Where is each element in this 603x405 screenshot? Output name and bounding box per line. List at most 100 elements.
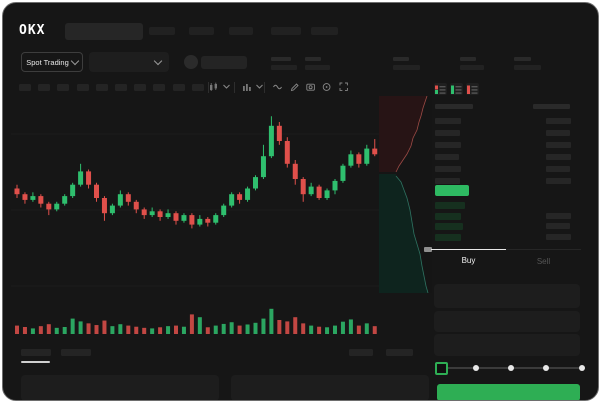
timeframe-button[interactable]	[172, 84, 185, 91]
volume-bar	[317, 326, 322, 334]
candle-body	[173, 213, 179, 221]
timeframe-button[interactable]	[76, 84, 89, 91]
market-type-dropdown[interactable]: Spot Trading	[21, 52, 83, 72]
okx-app-window: OKX Spot Trading Buy Sell	[2, 2, 599, 401]
volume-bar	[15, 325, 19, 334]
footer-tab-2[interactable]	[61, 349, 91, 356]
orderbook-asks-icon[interactable]	[466, 83, 479, 95]
candle-body	[260, 156, 266, 178]
volume-bar	[333, 325, 337, 334]
timeframe-button[interactable]	[191, 84, 204, 91]
ask-amount	[546, 118, 571, 124]
volume-bar	[325, 327, 330, 334]
orderbook-bids-icon[interactable]	[450, 83, 463, 95]
volume-bar	[237, 325, 242, 334]
order-field-2[interactable]	[434, 311, 580, 332]
order-field-3[interactable]	[434, 334, 580, 356]
volume-bar	[30, 328, 35, 334]
pencil-icon[interactable]	[290, 82, 300, 92]
candle-body	[364, 148, 370, 164]
candle-body	[86, 171, 92, 185]
volume-bar	[166, 326, 171, 334]
slider-step-dot[interactable]	[473, 365, 479, 371]
amount-slider-handle[interactable]	[435, 362, 448, 375]
volume-bar	[62, 327, 67, 334]
ask-price	[435, 154, 459, 160]
bars-icon[interactable]	[242, 82, 252, 92]
expand-icon[interactable]	[339, 82, 349, 92]
ask-row[interactable]	[431, 128, 581, 138]
buy-button[interactable]	[437, 384, 580, 400]
ask-row[interactable]	[431, 164, 581, 174]
volume-bar	[142, 327, 147, 334]
candle-body	[221, 205, 227, 216]
stat-label	[305, 57, 321, 61]
candle-body	[189, 215, 195, 225]
volume-bar	[261, 318, 266, 334]
bids-line	[395, 175, 429, 293]
candle-body	[54, 203, 60, 210]
bid-amount	[546, 233, 571, 240]
ask-row[interactable]	[431, 116, 581, 126]
search-input[interactable]	[65, 23, 143, 40]
candle-body	[117, 194, 123, 206]
candle-body	[14, 188, 20, 195]
candle-body	[181, 215, 187, 221]
candle-body	[205, 218, 211, 223]
pair-selector-dropdown[interactable]	[89, 52, 169, 72]
volume-bar	[78, 321, 83, 334]
tab-sell[interactable]: Sell	[536, 256, 551, 266]
timeframe-button[interactable]	[38, 84, 51, 91]
ask-row[interactable]	[431, 140, 581, 150]
ask-row[interactable]	[431, 176, 581, 186]
footer-tab-1[interactable]	[21, 349, 51, 356]
camera-icon[interactable]	[306, 82, 316, 92]
wave-icon[interactable]	[273, 82, 283, 92]
ask-row[interactable]	[431, 152, 581, 162]
circle-icon[interactable]	[322, 82, 332, 92]
timeframe-button[interactable]	[19, 84, 31, 91]
volume-bar	[309, 325, 314, 334]
nav-item[interactable]	[311, 27, 338, 35]
candle-body	[165, 213, 171, 217]
timeframe-button[interactable]	[95, 84, 108, 91]
volume-bar	[86, 323, 91, 334]
bid-row[interactable]	[431, 201, 581, 210]
chevron-down-icon[interactable]	[222, 82, 232, 92]
ask-price	[435, 130, 460, 136]
bid-row[interactable]	[431, 233, 581, 242]
nav-item[interactable]	[271, 27, 301, 35]
candles-icon[interactable]	[209, 82, 219, 92]
stat-value	[460, 65, 484, 70]
candlestick-chart[interactable]	[11, 98, 379, 343]
ask-price	[435, 142, 461, 148]
nav-item[interactable]	[189, 27, 214, 35]
bid-row[interactable]	[431, 212, 581, 221]
toolbar-divider	[234, 82, 235, 93]
depth-chart[interactable]	[379, 96, 432, 293]
nav-item[interactable]	[229, 27, 253, 35]
timeframe-button[interactable]	[134, 84, 147, 91]
candle-body	[38, 196, 44, 204]
candle-body	[30, 196, 36, 200]
timeframe-button[interactable]	[115, 84, 127, 91]
candle-body	[78, 171, 84, 185]
timeframe-button[interactable]	[153, 84, 166, 91]
slider-step-dot[interactable]	[543, 365, 549, 371]
bid-row[interactable]	[431, 222, 581, 231]
slider-step-dot[interactable]	[508, 365, 514, 371]
order-field-1[interactable]	[434, 284, 580, 308]
orderbook-combined-icon[interactable]	[434, 83, 447, 95]
stat-pair	[460, 57, 484, 73]
slider-step-dot[interactable]	[579, 365, 585, 371]
volume-bar	[174, 325, 178, 334]
bid-price	[435, 223, 463, 230]
volume-bar	[205, 327, 210, 334]
tab-buy[interactable]: Buy	[431, 248, 506, 272]
chevron-down-icon[interactable]	[255, 82, 265, 92]
timeframe-button[interactable]	[57, 84, 70, 91]
nav-item[interactable]	[149, 27, 175, 35]
volume-bar	[118, 324, 123, 334]
candle-body	[70, 184, 76, 197]
stat-pair	[514, 57, 541, 73]
